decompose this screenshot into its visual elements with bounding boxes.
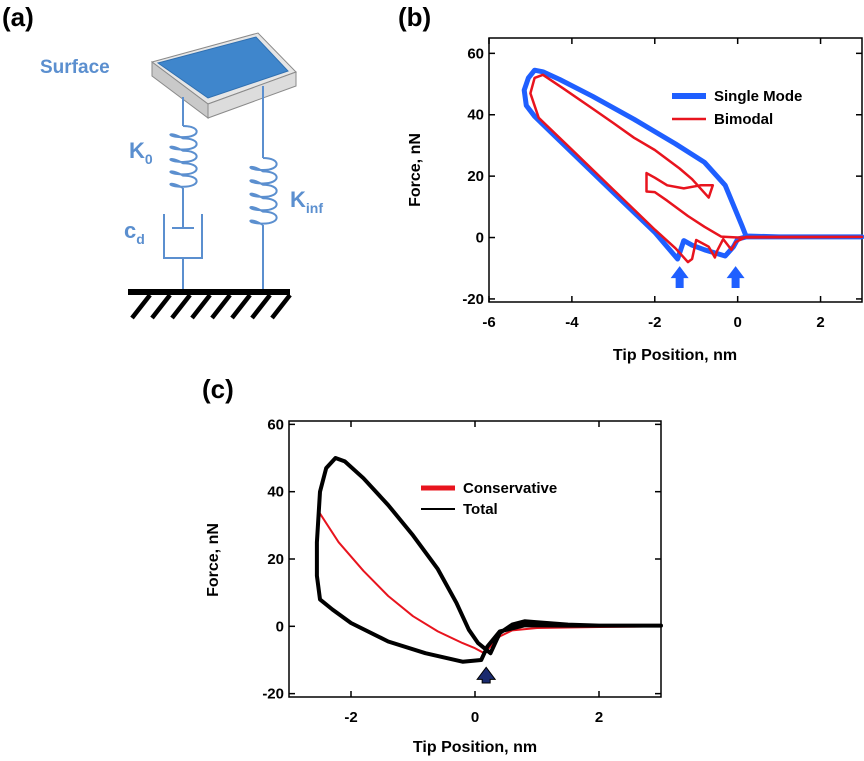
legend-entry: Total <box>463 501 498 518</box>
y-tick-label: 60 <box>267 416 284 433</box>
y-tick-label: 20 <box>267 551 284 568</box>
y-tick-label: 0 <box>476 230 484 247</box>
x-tick-label: -2 <box>344 709 357 726</box>
y-tick-label: 40 <box>267 484 284 501</box>
y-tick-label: 0 <box>276 618 284 635</box>
x-tick-label: 0 <box>733 314 741 331</box>
ground-hatch-line <box>210 293 232 320</box>
x-tick-label: -2 <box>648 314 661 331</box>
ground-hatch-line <box>190 293 212 320</box>
panel-letter-b: (b) <box>398 2 431 32</box>
y-tick-label: 40 <box>467 107 484 124</box>
series-line-single-mode <box>521 67 864 262</box>
series-line-total <box>314 456 663 664</box>
viscoelastic-model-schematic: Surface K0 cd Kinf <box>40 32 323 320</box>
series-line-conservative <box>319 512 662 655</box>
plot-frame <box>488 37 863 303</box>
ground-hatch-line <box>170 293 192 320</box>
series-lines <box>521 67 864 264</box>
x-tick-label: 0 <box>471 709 479 726</box>
legend-entry: Single Mode <box>714 88 802 105</box>
ground-hatch <box>130 293 292 320</box>
k0-spring <box>169 125 198 189</box>
y-tick-label: -20 <box>462 291 484 308</box>
y-tick-label: -20 <box>262 686 284 703</box>
y-tick-label: 20 <box>467 168 484 185</box>
x-tick-label: 2 <box>816 314 824 331</box>
kinf-label: Kinf <box>290 187 323 216</box>
series-lines <box>314 456 663 664</box>
ground-hatch-line <box>250 293 272 320</box>
x-tick-label: -4 <box>565 314 579 331</box>
ground-bar <box>128 289 290 295</box>
surface-plate-right-side <box>207 71 297 119</box>
legend-entry: Bimodal <box>714 111 773 128</box>
y-axis-label: Force, nN <box>205 523 222 597</box>
series-line-bimodal <box>529 73 864 264</box>
position-arrow <box>670 266 689 288</box>
legend-entry: Conservative <box>463 480 557 497</box>
k0-label: K0 <box>129 138 153 167</box>
legend: Single Mode Bimodal <box>672 88 802 128</box>
ground-hatch-line <box>130 293 152 320</box>
ground-hatch-line <box>270 293 292 320</box>
surface-plate <box>156 36 289 99</box>
x-tick-label: 2 <box>595 709 603 726</box>
cd-label: cd <box>124 218 145 247</box>
ground-hatch-line <box>150 293 172 320</box>
panel-letter-c: (c) <box>202 374 234 404</box>
arrow-markers <box>476 666 497 684</box>
ground-hatch-line <box>230 293 252 320</box>
surface-label: Surface <box>40 57 110 78</box>
panel-letter-a: (a) <box>2 2 34 32</box>
legend: Conservative Total <box>421 480 557 518</box>
y-tick-label: 60 <box>467 45 484 62</box>
x-axis-label: Tip Position, nm <box>413 739 537 756</box>
position-arrow <box>726 266 745 288</box>
x-tick-label: -6 <box>482 314 495 331</box>
x-axis-label: Tip Position, nm <box>613 347 737 364</box>
position-arrow <box>476 666 497 684</box>
y-axis-label: Force, nN <box>407 133 424 207</box>
kinf-spring <box>249 157 278 226</box>
arrow-markers <box>670 266 745 288</box>
